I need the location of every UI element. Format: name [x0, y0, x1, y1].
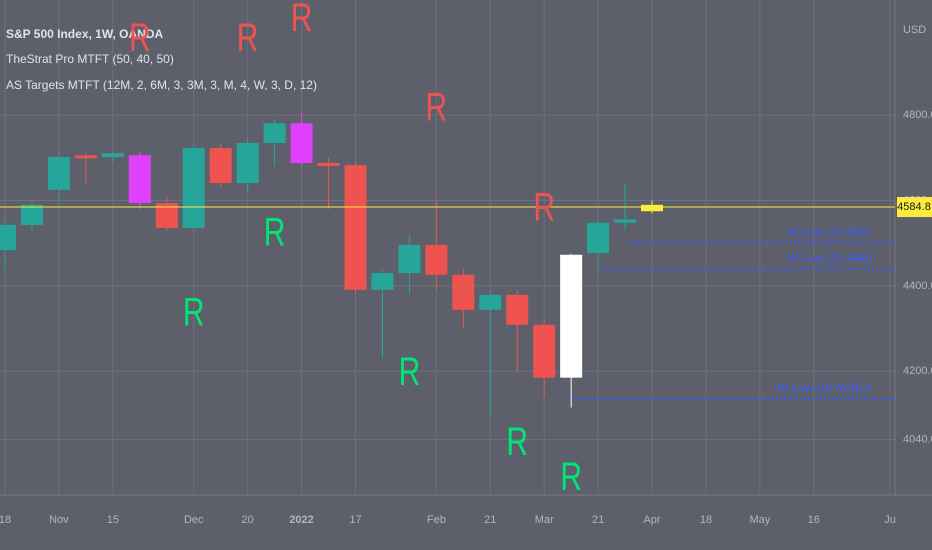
candle-body [398, 244, 421, 274]
y-tick-label: 4040.0 [903, 433, 932, 445]
x-tick-label: 15 [107, 514, 119, 526]
y-tick-label: 4400.0 [903, 280, 932, 292]
candle-body [614, 219, 637, 223]
candle-body [47, 157, 70, 190]
last-price-label: 4584.8 [897, 201, 931, 213]
x-tick-label: 18 [700, 514, 712, 526]
y-tick-label: 4200.0 [903, 365, 932, 377]
x-tick-label: Ju [884, 514, 896, 526]
x-tick-label: May [749, 514, 770, 526]
candle-body [155, 203, 178, 228]
signal-marker: R [237, 16, 259, 60]
candle-body [506, 294, 529, 325]
last-price-tag [897, 197, 932, 218]
target-label: W Low (2) 4440 [787, 251, 872, 265]
overlay: S&P 500 Index, 1W, OANDA TheStrat Pro MT… [0, 0, 932, 526]
candle-body [290, 123, 313, 164]
candle-body [587, 222, 610, 254]
marks [0, 110, 895, 414]
candle-body [209, 148, 232, 184]
candle-body [371, 273, 394, 290]
candle-body [101, 153, 124, 158]
candle-body [0, 224, 16, 251]
x-tick-label: Dec [184, 514, 204, 526]
candle-body [479, 294, 502, 310]
candle-body [641, 204, 664, 212]
candle-body [317, 163, 340, 166]
x-tick-label: Apr [643, 514, 660, 526]
x-tick-label: Feb [427, 514, 446, 526]
candle-body [74, 155, 97, 159]
x-tick-label: 21 [592, 514, 604, 526]
axis-unit: USD [903, 24, 926, 36]
target-label: W Low (3) 4135.1 [777, 381, 872, 395]
indicator-label: TheStrat Pro MTFT (50, 40, 50) [6, 52, 174, 66]
x-tick-label: 20 [242, 514, 254, 526]
signal-marker: R [291, 0, 313, 40]
candle-body [182, 148, 205, 228]
x-tick-label: 18 [0, 514, 11, 526]
x-tick-label: Nov [49, 514, 69, 526]
x-tick-label: Mar [535, 514, 554, 526]
candle-body [236, 142, 259, 184]
signal-marker: R [399, 350, 421, 394]
x-tick-label: 2022 [289, 514, 313, 526]
x-tick-label: 21 [484, 514, 496, 526]
x-tick-label: 17 [349, 514, 361, 526]
signal-marker: R [533, 185, 555, 229]
candle-body [533, 324, 556, 378]
target-label: W Low (1) 4501 [787, 225, 872, 239]
signal-marker: R [506, 420, 528, 464]
signal-marker: R [129, 16, 151, 60]
indicator-label: AS Targets MTFT (12M, 2, 6M, 3, 3M, 3, M… [6, 78, 317, 92]
x-tick-label: 16 [808, 514, 820, 526]
signal-marker: R [183, 290, 205, 334]
candle-body [425, 244, 448, 275]
chart-title: S&P 500 Index, 1W, OANDA [6, 27, 163, 41]
candle-body [560, 254, 583, 378]
candle-body [452, 274, 475, 310]
candle-body [128, 155, 151, 204]
candle-body [263, 123, 286, 143]
candle-body [344, 165, 367, 290]
signal-marker: R [264, 211, 286, 255]
y-tick-label: 4800.0 [903, 109, 932, 121]
candle-body [20, 204, 43, 225]
signal-marker: R [426, 86, 448, 130]
signal-marker: R [560, 455, 582, 499]
